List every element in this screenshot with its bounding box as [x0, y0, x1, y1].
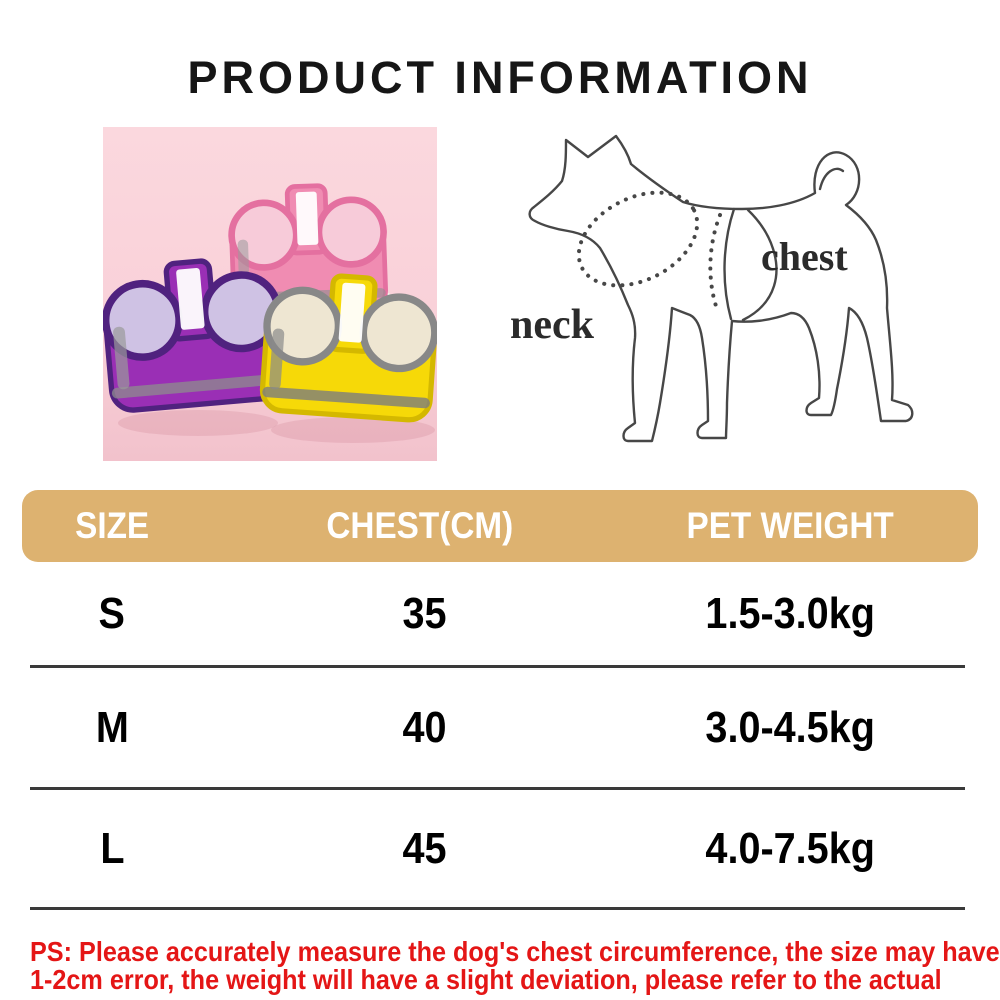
chest-band-line — [723, 207, 736, 321]
dog-outline — [528, 134, 914, 443]
chest-value: 45 — [401, 823, 447, 873]
tail-curl-line — [818, 167, 845, 191]
size-value: S — [98, 588, 126, 638]
chest-value: 35 — [401, 588, 447, 638]
table-row: L 45 4.0-7.5kg — [30, 790, 965, 910]
weight-value: 3.0-4.5kg — [705, 702, 875, 752]
weight-value: 4.0-7.5kg — [705, 823, 875, 873]
column-header-chest: CHEST(CM) — [326, 505, 514, 546]
size-value: M — [95, 702, 129, 752]
neck-circumference-line — [576, 190, 700, 288]
disclaimer-line-1: PS: Please accurately measure the dog's … — [30, 936, 1000, 967]
dog-outline-illustration: neck chest — [510, 134, 914, 443]
shadow — [271, 417, 435, 443]
product-photo-illustration — [103, 127, 437, 461]
dog-measurement-diagram: neck chest — [480, 112, 940, 468]
column-header-size: SIZE — [74, 505, 150, 546]
column-header-pet-weight: PET WEIGHT — [686, 505, 894, 546]
disclaimer-note: PS: Please accurately measure the dog's … — [30, 938, 1000, 994]
chest-value: 40 — [401, 702, 447, 752]
shadow — [118, 410, 278, 436]
size-value: L — [99, 823, 125, 873]
yellow-harness — [259, 273, 437, 423]
page-title: PRODUCT INFORMATION — [187, 52, 813, 104]
product-photo — [103, 127, 437, 461]
size-table-body: S 35 1.5-3.0kg M 40 3.0-4.5kg L 45 4.0-7… — [30, 562, 965, 910]
size-table-header: SIZE CHEST(CM) PET WEIGHT — [22, 490, 978, 562]
purple-harness — [103, 258, 287, 413]
neck-label: neck — [510, 302, 595, 348]
chest-circumference-line — [708, 213, 722, 314]
table-row: M 40 3.0-4.5kg — [30, 668, 965, 790]
chest-label: chest — [761, 234, 848, 279]
weight-value: 1.5-3.0kg — [705, 588, 875, 638]
table-row: S 35 1.5-3.0kg — [30, 562, 965, 668]
chest-band-edge — [741, 208, 778, 322]
disclaimer-line-2: 1-2cm error, the weight will have a slig… — [30, 964, 942, 995]
